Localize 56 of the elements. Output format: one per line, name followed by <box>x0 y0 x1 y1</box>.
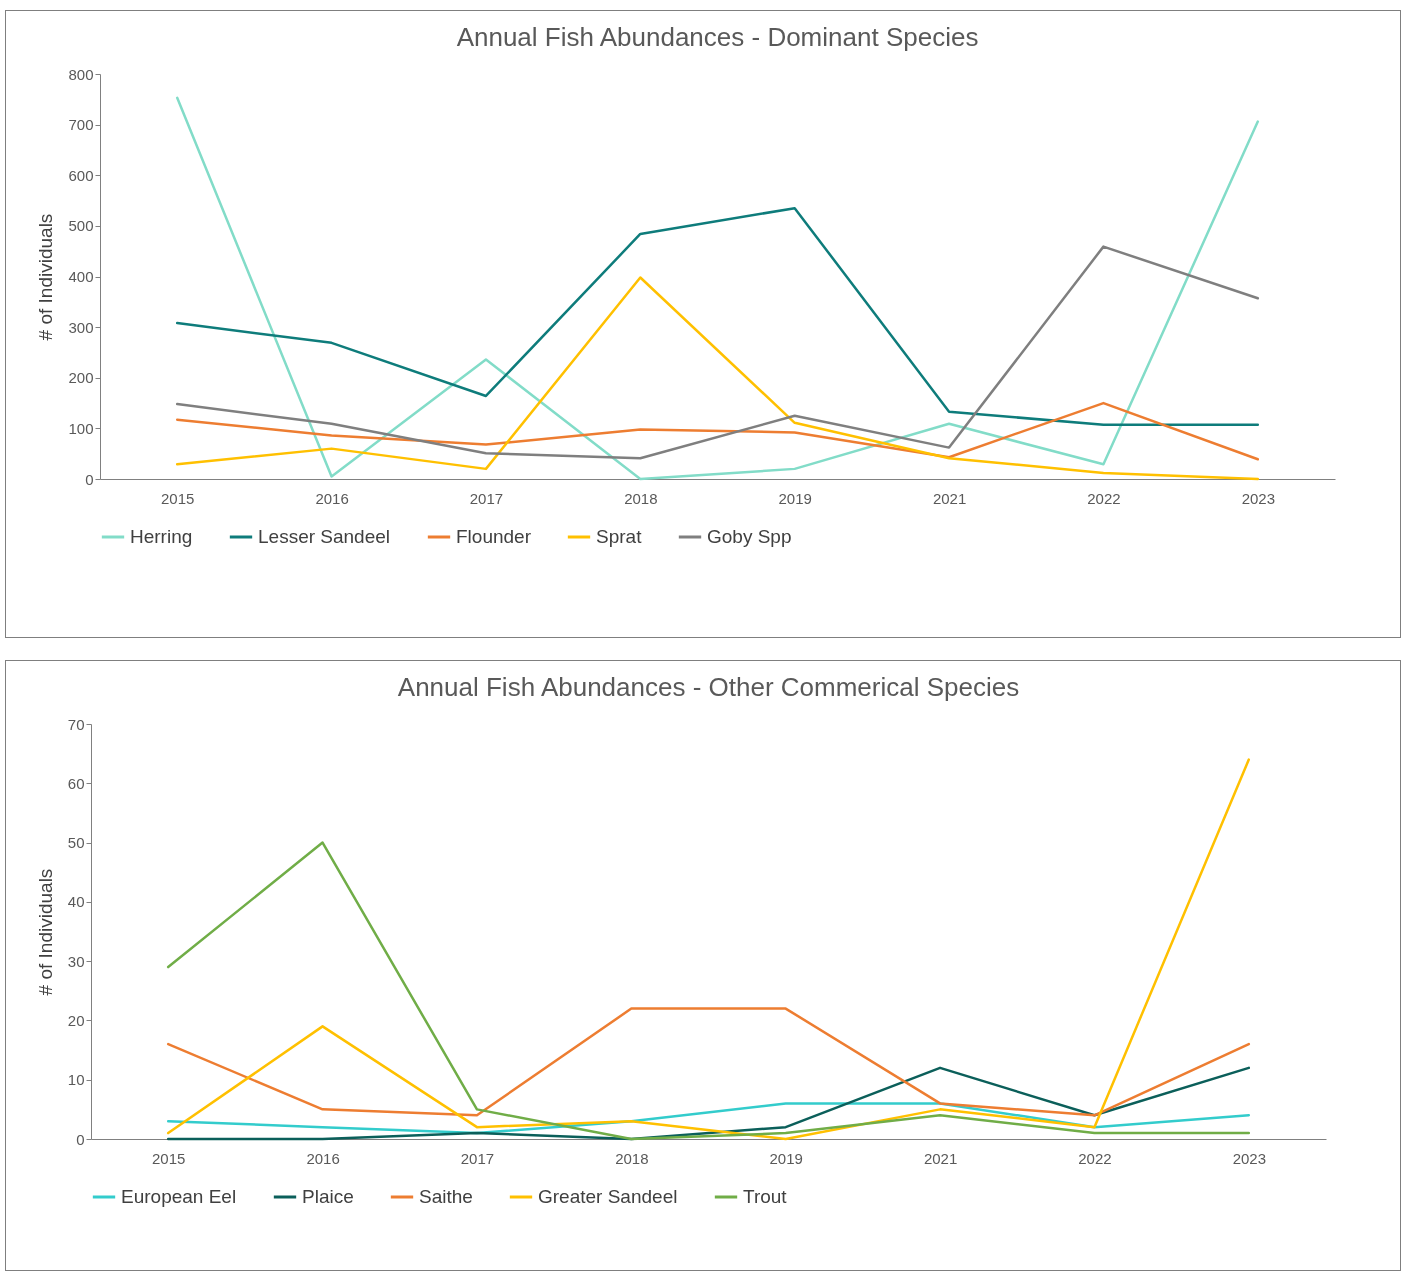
x-tick-label: 2021 <box>923 1149 958 1167</box>
y-tick-label: 200 <box>68 369 94 387</box>
y-tick-label: 50 <box>67 834 85 852</box>
x-tick-label: 2022 <box>1087 489 1121 507</box>
y-tick-label: 30 <box>67 952 85 970</box>
y-tick-label: 100 <box>68 419 94 437</box>
y-tick-label: 700 <box>68 116 94 134</box>
y-tick-label: 0 <box>76 1130 85 1148</box>
legend-label: Plaice <box>302 1186 354 1207</box>
x-tick-label: 2023 <box>1241 489 1275 507</box>
line-series <box>166 1007 1251 1117</box>
legend-label: Flounder <box>456 526 532 547</box>
legend-label: Sprat <box>596 526 643 547</box>
legend-label: Trout <box>743 1186 788 1207</box>
y-tick-label: 400 <box>68 268 94 285</box>
y-axis-title: # of Individuals <box>35 213 57 341</box>
line-series <box>166 1066 1251 1141</box>
y-tick-label: 10 <box>67 1071 85 1089</box>
legend-label: Goby Spp <box>707 526 792 547</box>
y-tick-label: 800 <box>68 65 94 83</box>
x-tick-label: 2019 <box>778 489 812 507</box>
y-tick-label: 40 <box>67 893 85 911</box>
x-tick-label: 2017 <box>469 489 504 507</box>
x-tick-label: 2019 <box>769 1149 803 1167</box>
chart-title: Annual Fish Abundances - Other Commerical Species <box>397 672 1020 702</box>
line-series <box>175 96 1260 481</box>
x-tick-label: 2015 <box>161 489 195 507</box>
legend-label: Greater Sandeel <box>538 1186 678 1207</box>
x-tick-label: 2018 <box>624 489 658 507</box>
line-series <box>175 276 1260 481</box>
y-axis-title: # of Individuals <box>34 868 56 996</box>
line-series <box>175 206 1260 427</box>
legend-label: European Eel <box>121 1186 237 1207</box>
y-tick-label: 500 <box>68 217 94 235</box>
y-tick-label: 20 <box>67 1011 85 1029</box>
line-series <box>166 841 1251 1141</box>
chart-title: Annual Fish Abundances - Dominant Species <box>456 22 979 52</box>
line-series <box>175 245 1260 460</box>
y-tick-label: 0 <box>85 470 94 488</box>
line-series <box>175 401 1260 461</box>
x-tick-label: 2015 <box>152 1149 186 1167</box>
y-tick-label: 60 <box>67 774 85 792</box>
y-tick-label: 70 <box>67 715 85 733</box>
x-tick-label: 2022 <box>1078 1149 1112 1167</box>
x-tick-label: 2016 <box>315 489 349 507</box>
x-tick-label: 2023 <box>1232 1149 1266 1167</box>
x-tick-label: 2016 <box>306 1149 340 1167</box>
line-series <box>166 758 1251 1141</box>
x-tick-label: 2021 <box>932 489 967 507</box>
x-tick-label: 2017 <box>460 1149 495 1167</box>
y-tick-label: 600 <box>68 166 94 184</box>
y-tick-label: 300 <box>68 318 94 336</box>
legend-label: Herring <box>130 526 193 547</box>
legend-label: Saithe <box>419 1186 473 1207</box>
legend-label: Lesser Sandeel <box>258 526 391 547</box>
x-tick-label: 2018 <box>615 1149 649 1167</box>
